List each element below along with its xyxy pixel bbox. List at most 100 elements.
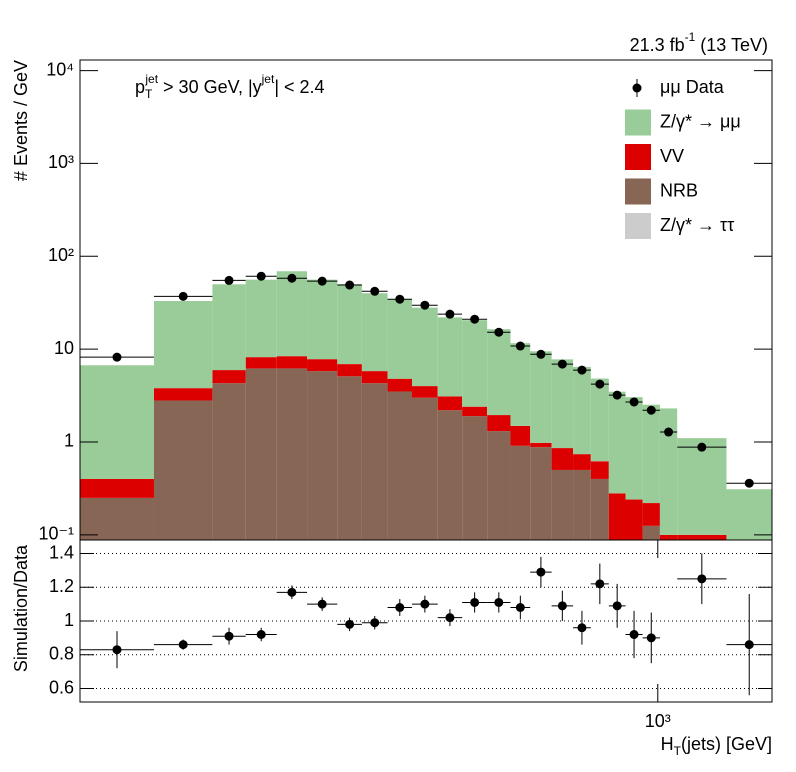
histogram-bar: [412, 307, 438, 387]
y-tick-label: 1: [64, 610, 74, 630]
histogram-bar: [551, 469, 574, 540]
histogram-bar: [608, 391, 626, 494]
histogram-bar: [590, 478, 609, 540]
ratio-point: [470, 597, 480, 607]
histogram-bar: [551, 448, 574, 470]
ratio-point: [112, 645, 122, 655]
histogram-bar: [361, 383, 388, 540]
legend-label: NRB: [660, 180, 698, 200]
ratio-point: [345, 619, 355, 629]
histogram-bar: [245, 357, 277, 369]
histogram-bar: [573, 454, 591, 470]
data-point: [420, 300, 430, 310]
axes: 10⁻¹ 1 10 10² 10³ 10⁴ 21.3 fb-1 (13 TeV) pTjet …: [38, 30, 772, 758]
text-part: jet: [261, 72, 275, 86]
y-tick-label: 10²: [48, 245, 74, 265]
legend-label: μμ Data: [660, 77, 725, 97]
y-tick-label: 0.6: [49, 677, 74, 697]
data-point: [287, 273, 297, 283]
data-point: [577, 365, 587, 375]
y-tick-label: 10⁴: [46, 59, 74, 79]
histogram-bar: [153, 400, 213, 540]
histogram-bar: [307, 359, 338, 372]
data-point: [345, 280, 355, 290]
text-part: T: [145, 87, 153, 101]
histogram-bar: [642, 525, 660, 540]
histogram-bar: [608, 493, 626, 540]
ratio-point: [256, 630, 266, 639]
text-part: 21.3 fb: [630, 35, 685, 55]
histogram-bar: [530, 351, 552, 443]
data-point: [224, 275, 234, 285]
histogram-bar: [625, 397, 643, 500]
histogram-bar: [726, 489, 772, 540]
legend-label: Z/γ* → μμ: [660, 111, 741, 131]
histogram-bar: [462, 416, 488, 540]
y-tick-label: 10⁻¹: [38, 524, 74, 544]
histogram-bar: [462, 406, 488, 417]
histogram-bar: [437, 396, 463, 411]
y-tick-label: 1.2: [49, 576, 74, 596]
data-point: [494, 327, 504, 337]
text-part: | < 2.4: [274, 77, 324, 97]
data-point: [112, 352, 122, 362]
data-point: [557, 359, 567, 369]
data-point: [629, 397, 639, 407]
ratio-point: [646, 633, 656, 643]
histogram-bar: [80, 478, 154, 498]
text-part: H: [661, 734, 674, 754]
histogram-bar: [677, 534, 727, 540]
histogram-bar: [307, 279, 338, 360]
histogram-bar: [530, 442, 552, 448]
ratio-plot: [80, 553, 772, 696]
ratio-point: [629, 630, 639, 639]
histogram-bar: [153, 388, 213, 401]
annotation: pTjet > 30 GeV, |yjet| < 2.4: [135, 72, 325, 101]
data-point: [515, 341, 525, 351]
histogram-bar: [245, 368, 277, 540]
y-tick-label: 0.8: [49, 644, 74, 664]
text-part: (jets) [GeV]: [681, 734, 772, 754]
histogram-bar: [276, 271, 308, 357]
histogram-bar: [387, 391, 413, 540]
data-point: [470, 314, 480, 324]
histogram-bar: [337, 364, 362, 377]
ratio-point: [536, 567, 546, 577]
histogram-bar: [412, 397, 438, 540]
histogram-bar: [212, 284, 246, 371]
histogram-bar: [212, 383, 246, 540]
y-tick-label: 10: [54, 338, 74, 358]
legend-marker: [632, 83, 642, 93]
histogram-bar: [212, 370, 246, 384]
x-tick-label: 10³: [645, 711, 671, 731]
data-point: [744, 478, 754, 488]
data-point: [445, 309, 455, 319]
data-point: [178, 291, 188, 301]
histogram-bar: [590, 378, 609, 462]
ratio-point: [494, 597, 504, 607]
histogram-bar: [361, 371, 388, 384]
data-point: [595, 379, 605, 389]
legend-swatch: [625, 109, 651, 136]
legend-label: VV: [660, 146, 684, 166]
text-part: jet: [144, 72, 158, 86]
ratio-point: [317, 599, 327, 609]
histogram-bar: [642, 503, 660, 526]
histogram-bar: [387, 299, 413, 379]
histogram-bar: [437, 410, 463, 540]
histogram-bar: [80, 497, 154, 540]
histogram-bar: [80, 365, 154, 479]
histogram-bar: [276, 356, 308, 369]
text-part: (13 TeV): [695, 35, 768, 55]
text-part: T: [674, 744, 682, 758]
histogram-bar: [437, 317, 463, 397]
ratio-point: [697, 574, 707, 584]
histogram-bar: [551, 359, 574, 449]
data-point: [612, 390, 622, 400]
ratio-point: [612, 601, 622, 611]
legend-swatch: [625, 178, 651, 205]
legend-label: Z/γ* → ττ: [660, 215, 734, 235]
histogram-bar: [510, 343, 531, 426]
legend-swatch: [625, 144, 651, 170]
